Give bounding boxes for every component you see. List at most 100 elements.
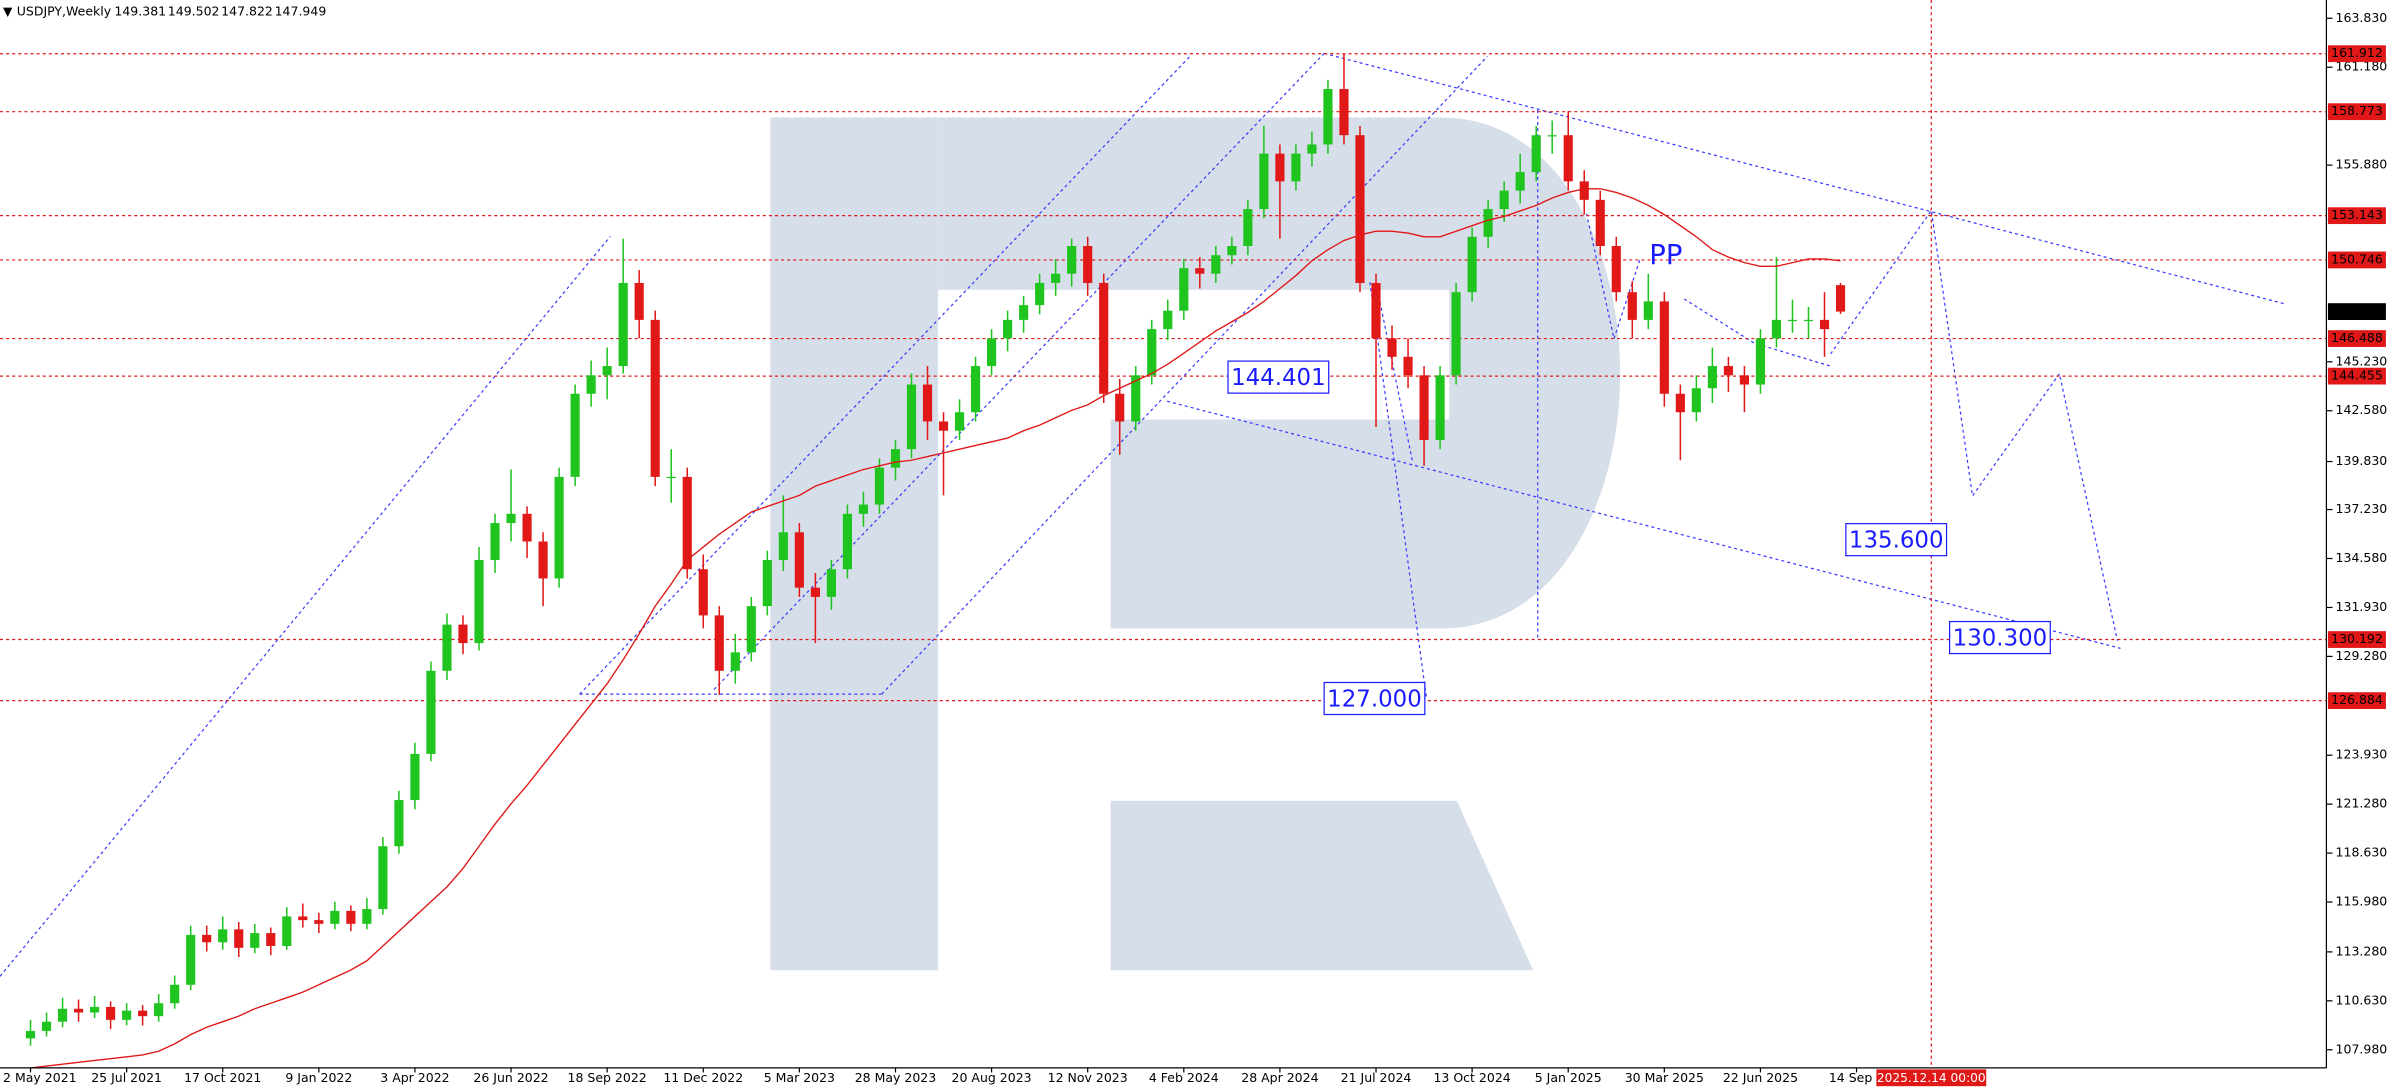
candle-body [778, 532, 788, 560]
x-tick-label: 21 Jul 2024 [1341, 1070, 1412, 1085]
candle-body [1147, 329, 1157, 376]
candle-body [1355, 135, 1365, 283]
y-tick-label: 113.280 [2336, 943, 2388, 958]
x-tick-label: 9 Jan 2022 [285, 1070, 352, 1085]
x-tick-label: 18 Sep 2022 [568, 1070, 647, 1085]
candle-body [41, 1021, 52, 1031]
candle-body [1659, 301, 1669, 394]
candle-body [890, 449, 901, 468]
candle-body [1483, 209, 1493, 237]
x-tick-label: 5 Mar 2023 [764, 1070, 835, 1085]
annotation-box [1227, 360, 1330, 394]
candle-body [1243, 209, 1253, 247]
candle-body [1787, 319, 1798, 322]
level-label: 161.912 [2331, 45, 2383, 60]
pattern-label: PP [1649, 240, 1682, 271]
axis-labels: 163.830 161.180 155.880 145.230 142.580 139.8… [3, 10, 2387, 1085]
y-tick-label: 129.280 [2336, 648, 2388, 663]
x-tick-label: 28 May 2023 [855, 1070, 937, 1085]
x-tick-label: 28 Apr 2024 [1241, 1070, 1318, 1085]
y-tick-label: 155.880 [2336, 157, 2388, 172]
trend-line [881, 56, 1488, 695]
candle-body [122, 1010, 132, 1020]
trend-line [1369, 282, 1427, 698]
candle-body [730, 652, 740, 671]
candle-body [1259, 153, 1269, 210]
candle-body [874, 467, 885, 505]
level-box [2327, 367, 2386, 385]
candle-body [1131, 375, 1141, 422]
plot: 144.401 135.600 130.300 127.000 [25, 53, 2051, 1069]
annotation-box [1845, 523, 1948, 557]
candle-body [506, 513, 516, 524]
candle-body [554, 476, 564, 579]
candle-body [1211, 255, 1221, 274]
candle-body [73, 1008, 84, 1013]
x-tick-label: 22 Jun 2025 [1723, 1070, 1798, 1085]
candle-body [1803, 319, 1814, 322]
open: 149.381 [114, 4, 166, 19]
candle-body [522, 513, 532, 542]
candle-body [650, 319, 660, 477]
time-marker-box [1876, 1069, 1987, 1087]
candle-body [1099, 282, 1109, 394]
level-box [2327, 251, 2386, 269]
y-tick-label: 163.830 [2336, 10, 2388, 25]
price-label: 147.949 [2331, 303, 2383, 318]
trend-line [1376, 289, 1414, 463]
candle-body [202, 934, 212, 943]
candle-body [1419, 375, 1429, 440]
y-tick-label: 139.830 [2336, 453, 2388, 468]
candle-body [1275, 153, 1285, 182]
x-tick-label: 11 Dec 2022 [663, 1070, 743, 1085]
candle-body [1595, 199, 1605, 247]
candle-body [154, 1003, 164, 1017]
x-tick-label: 20 Aug 2023 [952, 1070, 1032, 1085]
candle-body [25, 1030, 36, 1039]
candle-body [282, 916, 292, 946]
candle-body [970, 366, 981, 413]
candle-body [186, 934, 196, 985]
annotation-box [1948, 620, 2051, 655]
candle-body [634, 282, 644, 320]
projection-line [1830, 208, 2119, 641]
candle-body [1307, 144, 1317, 154]
trend-line [1683, 298, 1831, 367]
candle-body [1323, 89, 1333, 145]
candle-body [1547, 135, 1557, 137]
candle-body [442, 624, 452, 671]
candle-body [394, 800, 404, 847]
candle-body [266, 933, 276, 946]
candle-body [138, 1010, 148, 1017]
level-label: 158.773 [2331, 103, 2383, 118]
trend-line [0, 236, 611, 977]
candle-body [762, 559, 772, 607]
candle-body [1195, 268, 1205, 274]
y-tick-label: 134.580 [2336, 550, 2388, 565]
candle-body [1675, 393, 1685, 413]
candle-body [490, 523, 500, 560]
candle-body [330, 910, 340, 924]
x-tick-label: 30 Mar 2025 [1625, 1070, 1704, 1085]
candle-body [1467, 236, 1477, 293]
x-tick-label: 26 Jun 2022 [473, 1070, 548, 1085]
y-tick-label: 121.280 [2336, 796, 2388, 811]
candle-body [1403, 356, 1413, 376]
candle-body [1835, 285, 1846, 312]
candle-body [810, 587, 820, 597]
candle-body [906, 384, 917, 450]
annotation-label: 127.000 [1327, 687, 1422, 713]
candle-body [922, 384, 933, 422]
x-tick-label: 2 May 2021 [3, 1070, 77, 1085]
candle-body [826, 569, 836, 597]
candle-body [106, 1006, 116, 1020]
close: 147.949 [275, 4, 327, 19]
candle-body [1035, 282, 1045, 306]
watermark-leg [1110, 800, 1534, 971]
candle-body [570, 393, 580, 477]
candle-body [1723, 366, 1733, 376]
candle-body [57, 1008, 68, 1022]
candle-body [1707, 366, 1717, 389]
x-tick-label: 3 Apr 2022 [380, 1070, 449, 1085]
